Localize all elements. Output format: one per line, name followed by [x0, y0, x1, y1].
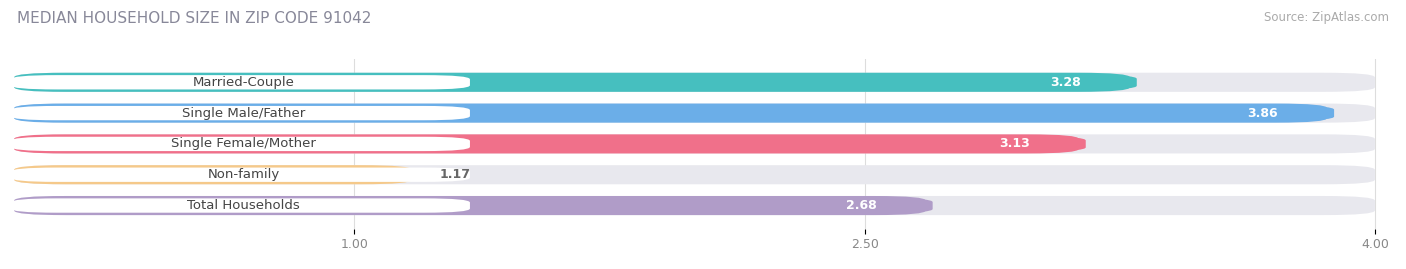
FancyBboxPatch shape — [11, 75, 470, 90]
FancyBboxPatch shape — [11, 168, 470, 182]
FancyBboxPatch shape — [11, 137, 470, 151]
Text: Single Female/Mother: Single Female/Mother — [172, 137, 316, 150]
FancyBboxPatch shape — [994, 75, 1137, 90]
FancyBboxPatch shape — [1191, 106, 1334, 120]
Text: MEDIAN HOUSEHOLD SIZE IN ZIP CODE 91042: MEDIAN HOUSEHOLD SIZE IN ZIP CODE 91042 — [17, 11, 371, 26]
FancyBboxPatch shape — [14, 104, 1375, 123]
FancyBboxPatch shape — [14, 134, 1375, 154]
FancyBboxPatch shape — [14, 165, 1375, 184]
Text: Source: ZipAtlas.com: Source: ZipAtlas.com — [1264, 11, 1389, 24]
Text: Total Households: Total Households — [187, 199, 299, 212]
FancyBboxPatch shape — [790, 198, 932, 213]
FancyBboxPatch shape — [943, 137, 1085, 151]
Text: Non-family: Non-family — [208, 168, 280, 181]
FancyBboxPatch shape — [14, 134, 1078, 154]
FancyBboxPatch shape — [14, 73, 1130, 92]
Text: 2.68: 2.68 — [846, 199, 876, 212]
Text: 3.28: 3.28 — [1050, 76, 1081, 89]
FancyBboxPatch shape — [14, 165, 412, 184]
FancyBboxPatch shape — [14, 104, 1327, 123]
Text: Single Male/Father: Single Male/Father — [183, 107, 305, 120]
Text: Married-Couple: Married-Couple — [193, 76, 295, 89]
Text: 3.86: 3.86 — [1247, 107, 1278, 120]
FancyBboxPatch shape — [14, 196, 1375, 215]
FancyBboxPatch shape — [14, 73, 1375, 92]
FancyBboxPatch shape — [11, 198, 470, 213]
FancyBboxPatch shape — [11, 106, 470, 120]
Text: 1.17: 1.17 — [439, 168, 471, 181]
FancyBboxPatch shape — [14, 196, 925, 215]
Text: 3.13: 3.13 — [998, 137, 1029, 150]
